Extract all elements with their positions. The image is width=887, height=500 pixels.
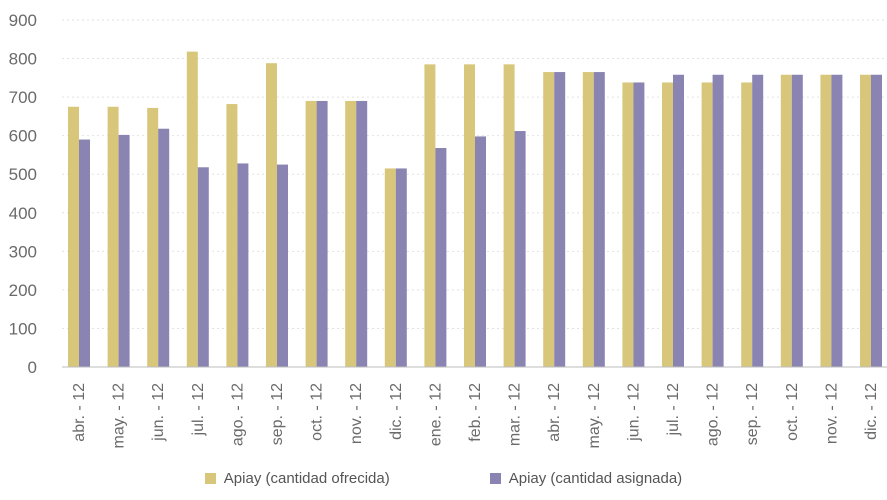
- bar-asignada: [593, 72, 605, 368]
- y-axis-ticks: 0 100 200 300 400 500 600 700 800 900: [9, 11, 37, 377]
- y-tick-label: 200: [9, 281, 37, 300]
- bar-ofrecida: [701, 82, 713, 368]
- bar-asignada: [435, 148, 447, 367]
- bar-ofrecida: [226, 104, 238, 367]
- bars: [68, 51, 882, 368]
- x-tick-label: nov. - 12: [823, 383, 840, 444]
- legend-label-asignada: Apiay (cantidad asignada): [508, 470, 683, 487]
- x-tick-label: ago. - 12: [705, 383, 722, 446]
- bar-asignada: [475, 136, 486, 367]
- y-tick-label: 700: [9, 88, 37, 107]
- bar-ofrecida: [147, 107, 159, 367]
- y-tick-label: 0: [28, 358, 37, 377]
- bar-chart: 0 100 200 300 400 500 600 700 800 900 abr. - 12 ma…: [9, 11, 887, 449]
- bar-asignada: [316, 100, 328, 367]
- bar-asignada: [237, 163, 249, 367]
- bar-ofrecida: [780, 74, 792, 367]
- x-tick-label: oct. - 12: [309, 383, 326, 441]
- bar-asignada: [277, 164, 288, 367]
- bar-ofrecida: [107, 106, 119, 367]
- x-tick-label: ene. - 12: [427, 383, 444, 446]
- bar-ofrecida: [266, 63, 277, 367]
- legend-item-asignada: Apiay (cantidad asignada): [489, 470, 683, 487]
- bar-ofrecida: [384, 168, 396, 367]
- y-tick-label: 100: [9, 319, 37, 338]
- legend-item-ofrecida: Apiay (cantidad ofrecida): [204, 470, 390, 487]
- bar-asignada: [633, 82, 645, 368]
- y-tick-label: 900: [9, 11, 37, 30]
- y-tick-label: 400: [9, 204, 37, 223]
- x-tick-label: feb. - 12: [467, 383, 484, 442]
- bar-ofrecida: [860, 74, 871, 367]
- bar-ofrecida: [741, 82, 753, 368]
- x-tick-label: mar. - 12: [507, 383, 524, 446]
- bar-asignada: [554, 72, 566, 368]
- x-tick-label: jun. - 12: [150, 383, 167, 442]
- bar-ofrecida: [582, 72, 594, 368]
- x-tick-label: jul. - 12: [190, 383, 207, 437]
- bar-ofrecida: [662, 82, 673, 368]
- x-tick-label: may. - 12: [111, 383, 128, 449]
- bar-asignada: [356, 100, 368, 367]
- x-tick-label: ago. - 12: [229, 383, 246, 446]
- bar-asignada: [395, 168, 407, 367]
- bar-asignada: [197, 167, 209, 367]
- y-tick-label: 500: [9, 165, 37, 184]
- bar-ofrecida: [424, 64, 436, 367]
- bar-ofrecida: [68, 106, 79, 367]
- y-tick-label: 800: [9, 50, 37, 69]
- y-tick-label: 600: [9, 127, 37, 146]
- x-tick-label: dic. - 12: [863, 383, 880, 440]
- legend: Apiay (cantidad ofrecida) Apiay (cantida…: [0, 470, 887, 487]
- x-axis-ticks: abr. - 12 may. - 12 jun. - 12 jul. - 12 ago.…: [71, 383, 880, 449]
- legend-swatch-ofrecida: [204, 473, 216, 484]
- x-tick-label: sep. - 12: [744, 383, 761, 445]
- bar-asignada: [118, 134, 130, 367]
- bar-ofrecida: [305, 100, 317, 367]
- bar-asignada: [673, 74, 684, 367]
- bar-ofrecida: [820, 74, 832, 367]
- legend-label-ofrecida: Apiay (cantidad ofrecida): [223, 470, 390, 487]
- bar-ofrecida: [503, 64, 515, 367]
- y-tick-label: 300: [9, 242, 37, 261]
- x-tick-label: abr. - 12: [71, 383, 88, 442]
- bar-ofrecida: [464, 64, 475, 367]
- x-tick-label: may. - 12: [586, 383, 603, 449]
- bar-asignada: [158, 128, 170, 367]
- x-tick-label: jul. - 12: [665, 383, 682, 437]
- x-tick-label: abr. - 12: [546, 383, 563, 442]
- bar-asignada: [712, 74, 724, 367]
- x-tick-label: jun. - 12: [625, 383, 642, 442]
- x-tick-label: oct. - 12: [784, 383, 801, 441]
- bar-asignada: [871, 74, 882, 367]
- bar-asignada: [514, 131, 526, 367]
- bar-ofrecida: [543, 72, 555, 368]
- legend-swatch-asignada: [489, 473, 501, 484]
- bar-ofrecida: [622, 82, 634, 368]
- bar-ofrecida: [186, 51, 198, 368]
- bar-ofrecida: [345, 100, 357, 367]
- bar-asignada: [752, 74, 764, 367]
- x-tick-label: nov. - 12: [348, 383, 365, 444]
- x-tick-label: sep. - 12: [269, 383, 286, 445]
- bar-asignada: [791, 74, 803, 367]
- bar-asignada: [831, 74, 843, 367]
- bar-asignada: [79, 139, 90, 367]
- x-tick-label: dic. - 12: [388, 383, 405, 440]
